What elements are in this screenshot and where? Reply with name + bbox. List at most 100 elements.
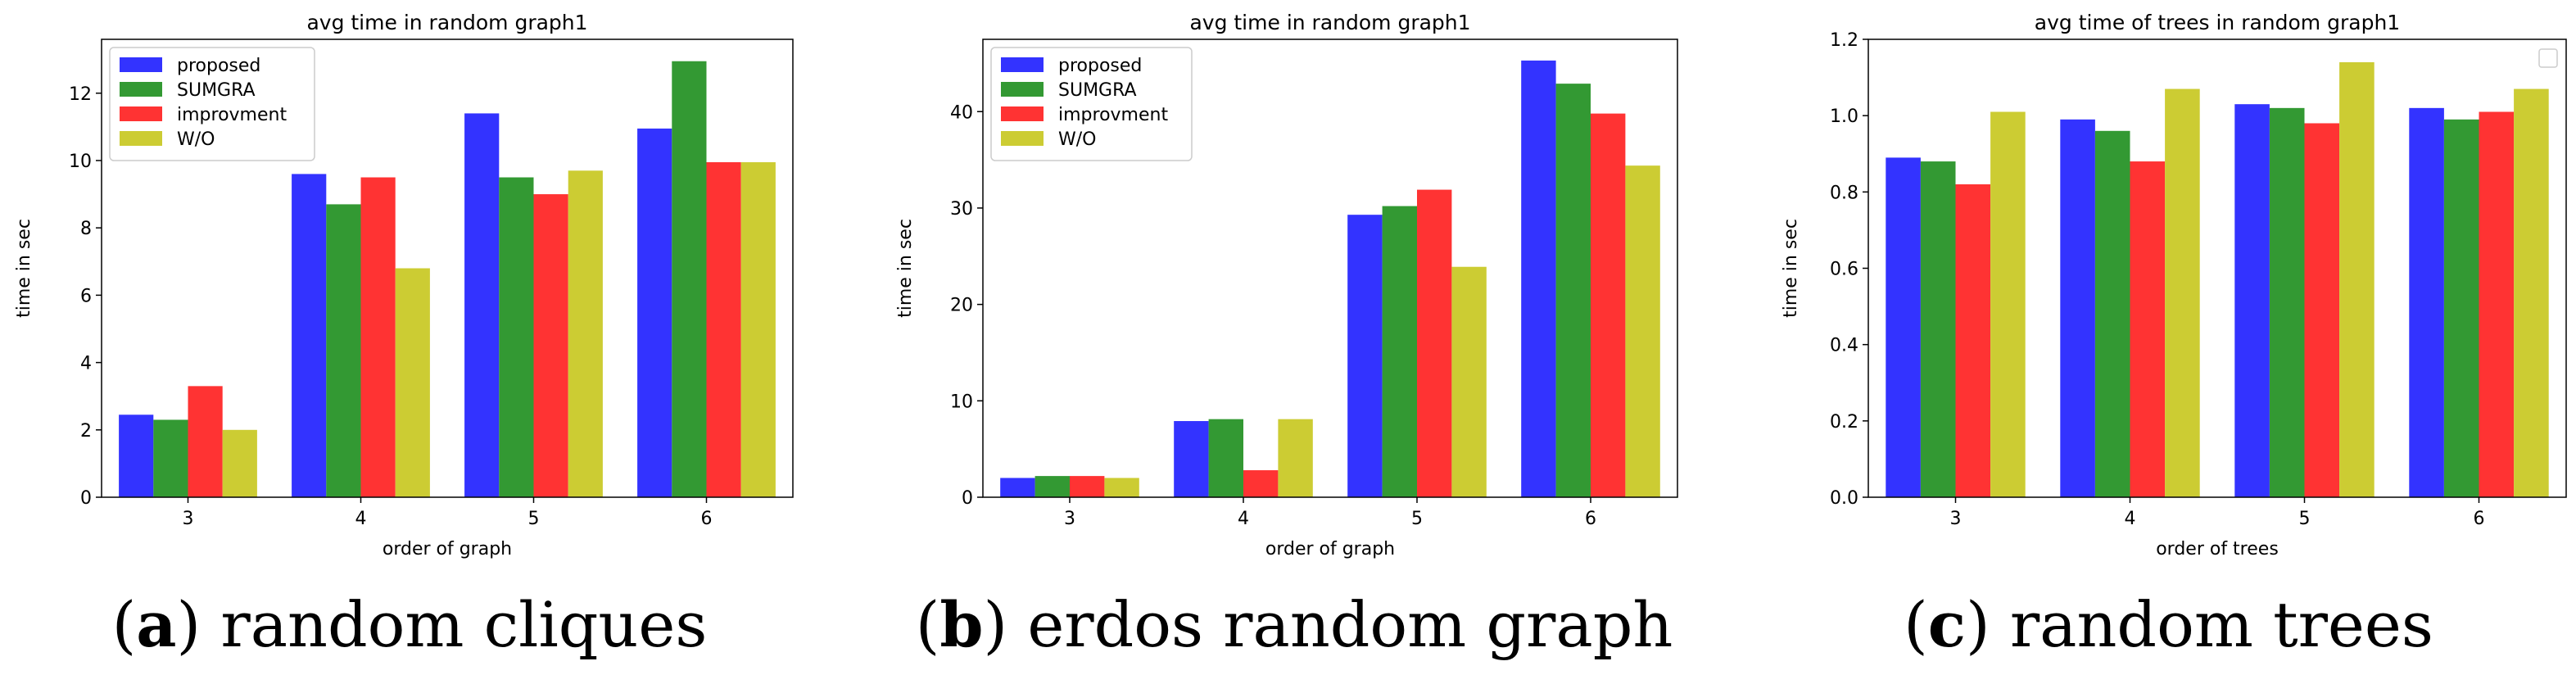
chart-a: avg time in random graph1 3 4 5 6 0 2 4 6 8 10 12 or… [14,11,794,559]
bar [1521,60,1556,498]
y-tick-label: 1.2 [1830,30,1858,51]
caption-text: erdos random graph [1027,588,1673,661]
panel-b: avg time in random graph1 3 4 5 6 0 10 20 30 40 or… [885,0,1704,693]
x-tick-label: 3 [183,509,194,529]
panel-c: avg time of trees in random graph1 3 4 5 6 0.… [1761,0,2576,693]
chart-c: avg time of trees in random graph1 3 4 5 6 0.… [1781,11,2567,559]
bar [637,128,672,497]
y-tick-label: 10 [950,392,973,412]
caption-text: random trees [2009,588,2433,661]
bar [153,419,188,497]
x-axis-label: order of graph [383,539,512,559]
caption-c: (c) random trees [1904,588,2433,661]
bar [292,174,327,498]
y-tick-label: 20 [950,296,973,316]
bar [499,177,534,497]
legend-label: SUMGRA [1058,80,1137,101]
caption-a: (a) random cliques [111,588,708,661]
x-tick-label: 5 [1411,509,1423,529]
bar [1174,421,1209,497]
y-tick-label: 1.0 [1830,106,1858,127]
x-tick-label: 4 [2125,509,2136,529]
bar [1955,184,1991,497]
bar [2479,111,2515,497]
legend-swatch [120,106,162,121]
bar [1208,419,1243,497]
bar [326,204,361,497]
plot-frame [1867,38,2567,498]
bar [395,268,430,497]
y-axis-label: time in sec [14,219,34,318]
bar [2304,123,2340,497]
bar [2234,104,2270,498]
bar [533,194,568,497]
bar [2060,119,2095,497]
y-tick-label: 40 [950,102,973,123]
chart-title: avg time in random graph1 [306,11,587,34]
bar [2443,119,2479,497]
y-tick-label: 2 [80,421,92,442]
bar [464,113,500,498]
caption-letter: c [1927,588,1967,661]
x-tick-label: 4 [355,509,367,529]
bar [1990,111,2026,497]
bar [740,162,776,497]
bar [1451,266,1487,497]
x-tick-label: 6 [2474,509,2485,529]
plot-frame [982,38,1678,498]
bar [1591,113,1626,498]
legend-label: improvment [1058,105,1168,125]
chart-title: avg time of trees in random graph1 [2035,11,2400,34]
legend-swatch [120,82,162,97]
chart-b: avg time in random graph1 3 4 5 6 0 10 20 30 40 or… [895,11,1678,559]
legend-swatch [1001,131,1044,146]
bar [119,414,154,497]
bar [1347,215,1383,497]
bar [1920,161,1956,498]
x-axis-label: order of trees [2156,539,2279,559]
caption-text: random cliques [220,588,708,661]
y-tick-label: 0 [80,488,92,509]
bar [1625,165,1660,497]
x-tick-label: 5 [2299,509,2311,529]
legend-swatch [1001,106,1044,121]
x-tick-label: 3 [1950,509,1962,529]
y-tick-label: 0.4 [1830,336,1858,356]
bar [222,429,257,497]
legend-swatch [120,57,162,72]
y-tick-label: 0.8 [1830,183,1858,203]
x-tick-label: 3 [1064,509,1075,529]
plot-frame [101,38,794,498]
bar [1886,157,1921,498]
legend-swatch [1001,57,1044,72]
y-tick-label: 0.2 [1830,412,1858,433]
bar [2269,107,2305,497]
x-tick-label: 6 [701,509,713,529]
bar [1382,206,1417,497]
legend-box [2538,48,2558,68]
bar [1000,478,1035,497]
bar [672,61,707,497]
y-axis-label: time in sec [895,219,916,318]
y-tick-label: 8 [80,219,92,239]
y-tick-label: 0.0 [1830,488,1858,509]
bar [1278,419,1313,497]
x-tick-label: 6 [1585,509,1596,529]
bar [2130,161,2166,498]
bar [1070,476,1105,497]
legend-swatch [1001,82,1044,97]
panel-a: avg time in random graph1 3 4 5 6 0 2 4 6 8 10 12 or… [0,0,819,693]
chart-title: avg time in random graph1 [1189,11,1470,34]
y-tick-label: 10 [69,152,92,172]
y-tick-label: 6 [80,286,92,306]
bar [706,162,741,497]
bar [360,177,396,497]
bar [1243,470,1279,497]
bar [2514,88,2549,497]
bar [1104,478,1139,497]
legend-label: SUMGRA [177,80,256,101]
caption-letter: b [939,588,984,661]
legend-label: proposed [177,56,260,76]
bar [2339,61,2375,497]
legend-label: W/O [1058,129,1096,150]
